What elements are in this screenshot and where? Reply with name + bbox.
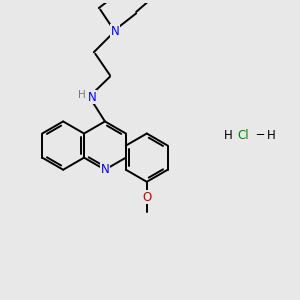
- Text: O: O: [142, 190, 152, 204]
- Text: H: H: [267, 129, 276, 142]
- Text: ─: ─: [256, 129, 263, 142]
- Text: H: H: [78, 90, 86, 100]
- Text: N: N: [111, 25, 119, 38]
- Text: H: H: [224, 129, 233, 142]
- Text: N: N: [88, 91, 97, 104]
- Text: Cl: Cl: [237, 129, 249, 142]
- Text: N: N: [100, 163, 109, 176]
